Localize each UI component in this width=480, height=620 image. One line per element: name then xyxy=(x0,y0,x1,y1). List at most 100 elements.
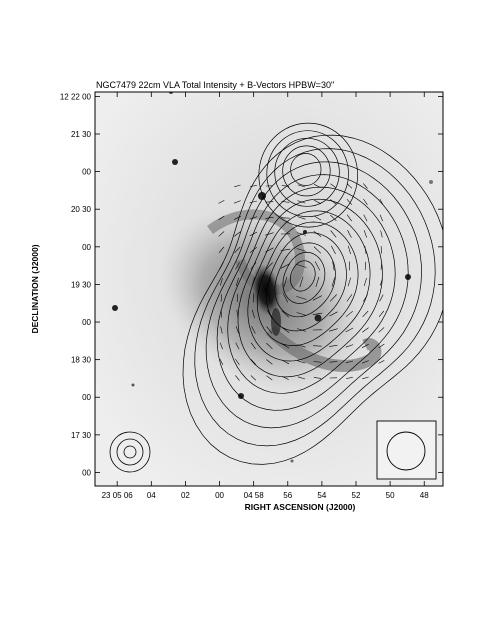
b-vector xyxy=(249,200,258,204)
b-vector xyxy=(265,216,274,219)
b-vector xyxy=(220,294,223,302)
b-vector xyxy=(218,215,225,221)
b-vector xyxy=(329,311,338,317)
b-vector xyxy=(219,342,223,350)
b-vector xyxy=(218,246,225,253)
b-vector xyxy=(313,215,322,221)
y-tick-label: 18 30 xyxy=(71,356,92,365)
b-vector xyxy=(281,343,290,349)
b-vector xyxy=(281,327,290,333)
main-contour-level xyxy=(237,198,383,378)
b-vector xyxy=(235,342,240,350)
beam-lower-left xyxy=(109,431,151,473)
main-contour-level xyxy=(194,148,436,447)
x-tick-label: 54 xyxy=(317,491,326,500)
b-vector xyxy=(218,231,225,237)
b-vector xyxy=(312,295,323,301)
b-vector xyxy=(280,263,291,269)
b-vector xyxy=(281,310,290,318)
b-vector xyxy=(345,310,353,317)
b-vector xyxy=(281,359,290,365)
b-vector xyxy=(345,360,354,364)
y-tick-label: 00 xyxy=(82,393,91,402)
b-vector xyxy=(346,294,353,302)
b-vector xyxy=(266,342,273,350)
b-vector xyxy=(329,344,338,347)
b-vector xyxy=(233,200,241,204)
y-axis-label: DECLINATION (J2000) xyxy=(30,244,40,333)
b-vector xyxy=(266,375,273,381)
b-vector xyxy=(234,231,241,237)
b-vector xyxy=(299,276,304,288)
y-tick-label: 21 30 xyxy=(71,130,92,139)
b-vector xyxy=(345,344,354,348)
plot-area xyxy=(95,92,443,486)
b-vector xyxy=(265,232,274,236)
x-tick-label: 00 xyxy=(215,491,224,500)
b-vector xyxy=(249,246,257,253)
b-vector xyxy=(296,296,307,300)
b-vector xyxy=(296,264,307,268)
main-source-contours xyxy=(182,134,443,465)
x-tick-label: 02 xyxy=(181,491,190,500)
b-vector xyxy=(281,185,290,187)
b-vector xyxy=(313,231,322,237)
beam-box-lower-right xyxy=(376,420,437,480)
north-contour-level xyxy=(290,153,322,186)
b-vector xyxy=(379,294,384,302)
b-vector xyxy=(250,375,257,381)
b-vector xyxy=(234,246,241,254)
b-vector xyxy=(347,277,351,287)
b-vector xyxy=(346,214,352,222)
north-contour-level xyxy=(266,130,349,218)
b-vector xyxy=(249,185,257,187)
b-vector xyxy=(234,184,241,188)
y-tick-label: 20 30 xyxy=(71,205,92,214)
b-vector xyxy=(265,201,274,203)
b-vector xyxy=(378,360,385,364)
b-vector xyxy=(266,359,273,365)
x-tick-label: 23 05 06 xyxy=(102,491,134,500)
b-vector xyxy=(235,326,239,334)
b-vector xyxy=(362,310,369,318)
b-vector xyxy=(362,327,369,333)
main-contour-level xyxy=(227,186,396,394)
b-vector xyxy=(233,215,241,220)
main-contour-level xyxy=(182,134,443,465)
b-vector xyxy=(379,198,384,205)
main-contour-level xyxy=(274,242,336,318)
b-vector xyxy=(380,246,382,254)
b-vector xyxy=(312,312,323,315)
y-tick-label: 00 xyxy=(82,168,91,177)
x-tick-label: 50 xyxy=(386,491,395,500)
b-vector xyxy=(313,199,322,205)
b-vector xyxy=(267,277,272,287)
b-vector xyxy=(347,245,351,255)
b-vector xyxy=(345,377,353,379)
x-tick-label: 04 58 xyxy=(244,491,265,500)
b-vector xyxy=(218,200,225,204)
main-contour-level xyxy=(289,260,316,292)
x-tick-label: 56 xyxy=(283,491,292,500)
b-vector xyxy=(361,343,369,348)
chart-title: NGC7479 22cm VLA Total Intensity + B-Vec… xyxy=(96,80,334,90)
b-vector xyxy=(297,184,306,188)
b-vector xyxy=(313,377,322,379)
b-vector xyxy=(314,261,321,271)
b-vector xyxy=(313,345,322,347)
b-vector xyxy=(363,230,367,238)
b-vector xyxy=(297,200,306,204)
y-tick-label: 19 30 xyxy=(71,280,92,289)
b-vector xyxy=(346,198,353,205)
b-vector xyxy=(380,262,383,270)
b-vector xyxy=(330,230,337,238)
b-vector xyxy=(251,326,256,334)
b-vector xyxy=(235,277,239,286)
y-tick-label: 00 xyxy=(82,318,91,327)
b-vector xyxy=(330,199,337,205)
b-vector xyxy=(313,184,321,188)
b-vector xyxy=(329,328,338,332)
main-contour-level xyxy=(205,161,422,429)
b-vector xyxy=(379,214,383,222)
